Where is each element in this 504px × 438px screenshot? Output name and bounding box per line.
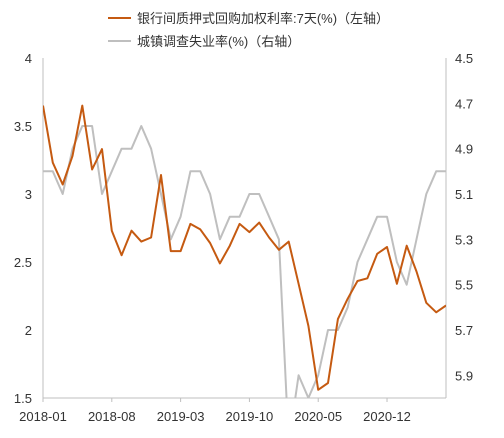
x-axis-tick-label: 2018-01	[19, 409, 67, 424]
right-axis-tick-label: 4.9	[455, 142, 473, 157]
axes: 4 3.5 3 2.5 2 1.5 4.5 4.7 4.9 5.1 5.3 5.5 5.7 5.9 2018…	[14, 51, 473, 424]
left-axis-tick-label: 3	[25, 187, 32, 202]
left-axis-tick-label: 3.5	[14, 119, 32, 134]
repo-rate-line	[43, 104, 446, 391]
legend-label: 城镇调查失业率(%)（右轴）	[137, 34, 300, 49]
legend: 银行间质押式回购加权利率:7天(%)（左轴） 城镇调查失业率(%)（右轴）	[108, 11, 389, 49]
right-axis-tick-label: 5.7	[455, 323, 473, 338]
left-axis-tick-label: 2.5	[14, 255, 32, 270]
right-axis-tick-label: 5.5	[455, 278, 473, 293]
right-axis-tick-label: 5.3	[455, 232, 473, 247]
left-axis-tick-label: 4	[25, 51, 32, 66]
legend-label: 银行间质押式回购加权利率:7天(%)（左轴）	[137, 11, 389, 26]
x-axis-tick-label: 2019-03	[157, 409, 205, 424]
x-axis-tick-label: 2019-10	[226, 409, 274, 424]
x-axis-tick-label: 2020-05	[294, 409, 342, 424]
left-axis-tick-label: 2	[25, 323, 32, 338]
right-axis-tick-label: 4.5	[455, 51, 473, 66]
right-axis-tick-label: 5.9	[455, 368, 473, 383]
right-axis-tick-label: 4.7	[455, 96, 473, 111]
x-axis-tick-label: 2020-12	[363, 409, 411, 424]
unemployment-rate-line	[43, 125, 446, 398]
x-axis-tick-label: 2018-08	[88, 409, 136, 424]
left-axis-tick-label: 1.5	[14, 391, 32, 406]
series	[43, 104, 446, 398]
right-axis-tick-label: 5.1	[455, 187, 473, 202]
